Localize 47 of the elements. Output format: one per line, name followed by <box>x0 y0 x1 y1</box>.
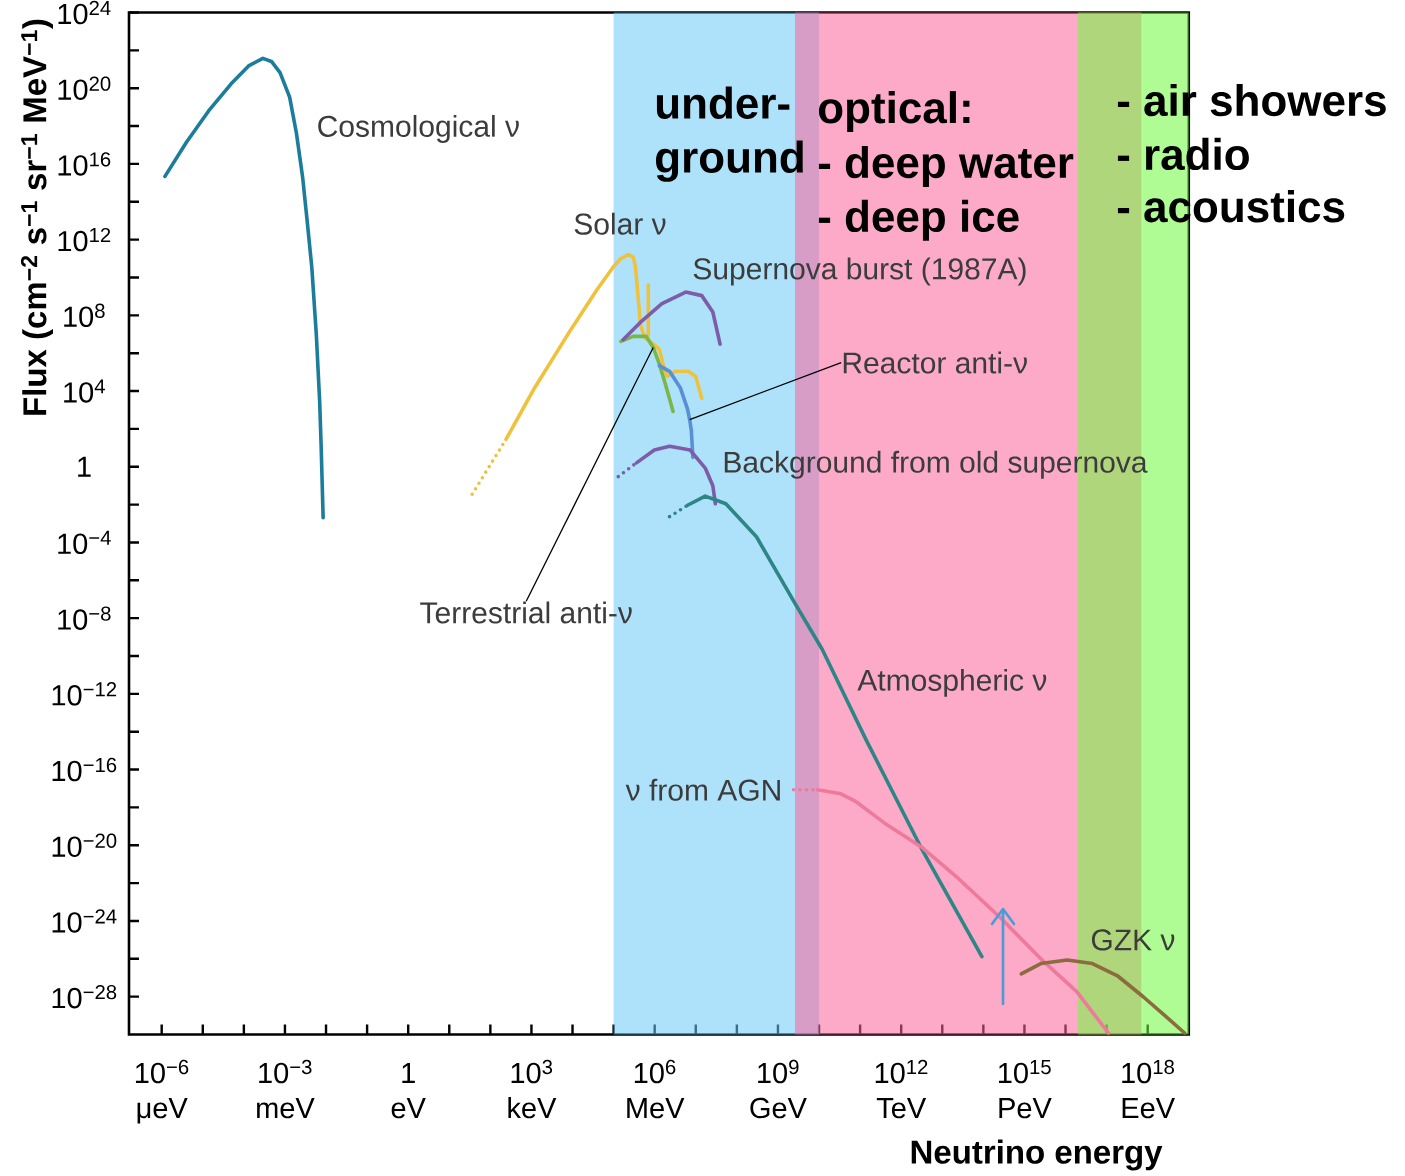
text: eV <box>391 1098 426 1119</box>
series-label: Atmospheric ν <box>857 668 1047 697</box>
y-tick-label: 10$^{4}$ <box>64 379 105 403</box>
x-tick-label: 10$^{6}$ <box>634 1059 676 1084</box>
x-tick-label: 10$^{12}$ <box>875 1059 928 1084</box>
x-tick-label: 10$^{18}$ <box>1122 1059 1174 1084</box>
series-label: Supernova burst (1987A) <box>693 257 1026 286</box>
series-label: GZK ν <box>1091 929 1175 951</box>
y-tick-label: 10$^{24}$ <box>58 0 111 25</box>
x-tick-label: 10$^{−6}$ <box>135 1059 189 1084</box>
text: GeV <box>750 1097 807 1119</box>
series-label: ν from AGN <box>625 778 780 801</box>
text: Terrestrial anti-ν <box>420 601 632 624</box>
text: PeV <box>999 1098 1052 1119</box>
y-tick-label: 10$^{−16}$ <box>52 757 117 782</box>
series-label: Cosmological ν <box>318 114 519 143</box>
y-tick-label: 10$^{−20}$ <box>52 833 117 857</box>
annotation: - deep ice <box>818 199 1019 241</box>
text: EeV <box>1122 1098 1175 1119</box>
annotation: - deep water <box>818 145 1074 187</box>
x-tick-label: 1 <box>402 1063 415 1084</box>
y-tick-label: 10$^{−8}$ <box>58 606 111 630</box>
y-tick-label: 10$^{8}$ <box>64 303 105 328</box>
text: keV <box>508 1096 557 1119</box>
annotation: under-ground <box>656 86 803 182</box>
y-tick-label: 10$^{20}$ <box>58 76 111 100</box>
y-tick-label: 1 <box>78 456 91 477</box>
y-tick-label: 10$^{−12}$ <box>52 682 117 706</box>
x-tick-label: 10$^{3}$ <box>511 1059 553 1084</box>
x-tick-label: 10$^{−3}$ <box>259 1059 312 1084</box>
y-tick-label: 10$^{−24}$ <box>52 909 117 933</box>
y-tick-label: 10$^{12}$ <box>58 227 111 252</box>
x-tick-label: 10$^{15}$ <box>998 1060 1051 1084</box>
x-axis-title: Neutrino energy <box>911 1139 1163 1171</box>
text: μeV <box>137 1098 188 1124</box>
text: Reactor anti-ν <box>843 351 1027 374</box>
text: MeV <box>627 1098 685 1119</box>
text: TeV <box>876 1098 927 1119</box>
series-label: Background from old supernova <box>724 450 1148 479</box>
text: meV <box>257 1098 315 1119</box>
annotation: optical: <box>818 91 970 133</box>
text: Flux (cm$^{−2}$ s$^{−1}$ sr$^{−1}$ MeV$^{−1}$) <box>20 19 54 415</box>
y-tick-label: 10$^{−4}$ <box>58 530 111 555</box>
x-tick-label: 10$^{9}$ <box>758 1059 799 1084</box>
y-tick-label: 10$^{16}$ <box>58 152 111 176</box>
y-tick-label: 10$^{−28}$ <box>52 984 117 1009</box>
series-label: Solar ν <box>574 212 666 235</box>
